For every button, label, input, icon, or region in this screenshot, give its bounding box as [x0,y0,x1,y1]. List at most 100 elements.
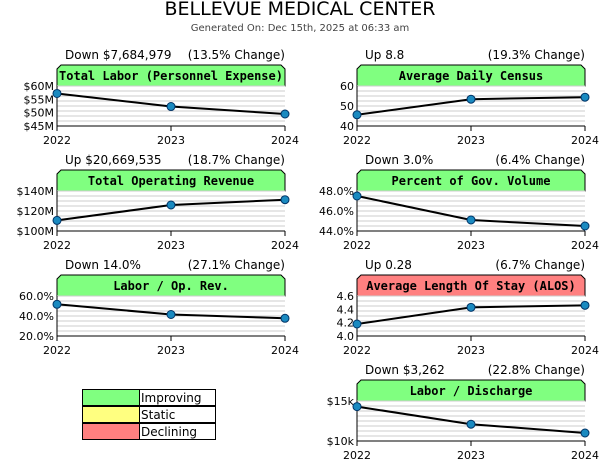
data-point [466,215,476,225]
legend-label: Declining [141,425,198,439]
y-tick-label: 4.2 [337,317,355,330]
x-tick-label: 2022 [343,239,371,252]
data-point [580,428,590,438]
chart-panel: Up $20,669,535 (18.7% Change) Total Operat… [17,153,300,252]
data-point [466,419,476,429]
data-point [280,195,290,205]
x-tick-label: 2023 [457,449,485,462]
data-point [580,221,590,231]
chart-panel: Up 0.28 (6.7% Change) Average Length Of St… [337,258,600,357]
y-tick-label: 60 [340,80,354,93]
data-point [166,310,176,319]
x-tick-label: 2024 [571,449,599,462]
x-tick-label: 2022 [43,239,71,252]
data-point [52,88,62,98]
chart-title: Labor / Discharge [410,384,533,398]
data-point [352,319,362,329]
y-tick-label: $55M [24,93,55,106]
data-point [580,300,590,310]
legend-item-improving: Improving [82,389,216,406]
y-tick-label: $45M [24,120,55,133]
legend-label: Improving [141,391,202,405]
y-tick-label: $50M [24,107,55,120]
data-point [52,215,62,225]
y-tick-label: $15k [327,395,355,408]
generated-timestamp: Generated On: Dec 15th, 2025 at 06:33 am [190,23,410,34]
chart-panel: Down 3.0% (6.4% Change) Percent of Gov. Vo… [319,153,599,252]
chart-panel: Up 8.8 (19.3% Change) Average Daily Census… [340,48,599,147]
data-point [580,92,590,102]
x-tick-label: 2024 [271,239,299,252]
x-tick-label: 2024 [571,239,599,252]
y-tick-label: 50 [340,100,354,113]
data-point [466,94,476,104]
data-point [280,109,290,119]
change-label: Down $7,684,979 [65,48,172,62]
chart-panel: Down $3,262 (22.8% Change) Labor / Dischar… [327,363,599,462]
x-tick-label: 2023 [457,239,485,252]
y-tick-label: 4.0 [337,330,355,343]
percent-change-label: (22.8% Change) [488,363,585,377]
change-label: Down 14.0% [65,258,141,272]
x-tick-label: 2023 [157,134,185,147]
change-label: Down 3.0% [365,153,433,167]
percent-change-label: (19.3% Change) [488,48,585,62]
x-tick-label: 2022 [43,344,71,357]
y-tick-label: 40 [340,120,354,133]
legend-swatch [83,424,140,439]
percent-change-label: (18.7% Change) [188,153,285,167]
chart-title: Percent of Gov. Volume [392,174,551,188]
data-point [166,200,176,210]
change-label: Up 8.8 [365,48,404,62]
x-tick-label: 2024 [571,134,599,147]
x-tick-label: 2023 [157,344,185,357]
y-tick-label: 40.0% [19,310,54,323]
page-title: BELLEVUE MEDICAL CENTER [164,0,436,20]
chart-title: Average Daily Census [399,69,544,83]
data-point [352,191,362,201]
y-tick-label: $140M [17,185,55,198]
y-tick-label: 44.0% [319,225,354,238]
y-tick-label: 4.4 [337,303,355,316]
x-tick-label: 2022 [343,134,371,147]
y-tick-label: $100M [17,225,55,238]
data-point [52,299,62,309]
x-tick-label: 2022 [343,449,371,462]
x-tick-label: 2022 [43,134,71,147]
percent-change-label: (27.1% Change) [188,258,285,272]
data-point [352,402,362,412]
y-tick-label: 20.0% [19,330,54,343]
chart-title: Total Labor (Personnel Expense) [59,69,283,83]
x-tick-label: 2024 [271,134,299,147]
change-label: Up $20,669,535 [65,153,162,167]
legend-item-declining: Declining [82,423,216,440]
chart-title: Average Length Of Stay (ALOS) [366,279,576,293]
y-tick-label: $120M [17,205,55,218]
y-tick-label: $10k [327,435,355,448]
x-tick-label: 2022 [343,344,371,357]
y-tick-label: 60.0% [19,290,54,303]
x-tick-label: 2024 [271,344,299,357]
chart-title: Labor / Op. Rev. [113,279,229,293]
legend-swatch [83,407,140,422]
x-tick-label: 2023 [457,344,485,357]
chart-title: Total Operating Revenue [88,174,254,188]
chart-panel: Down 14.0% (27.1% Change) Labor / Op. Rev.… [19,258,299,357]
y-tick-label: 48.0% [319,185,354,198]
legend-item-static: Static [82,406,216,423]
data-point [280,313,290,323]
legend-label: Static [141,408,176,422]
x-tick-label: 2024 [571,344,599,357]
y-tick-label: $60M [24,80,55,93]
change-label: Down $3,262 [365,363,445,377]
data-point [166,102,176,112]
chart-panel: Down $7,684,979 (13.5% Change) Total Labor… [24,48,300,147]
x-tick-label: 2023 [157,239,185,252]
x-tick-label: 2023 [457,134,485,147]
legend-swatch [83,390,140,405]
percent-change-label: (13.5% Change) [188,48,285,62]
percent-change-label: (6.7% Change) [495,258,585,272]
data-point [352,110,362,120]
percent-change-label: (6.4% Change) [495,153,585,167]
